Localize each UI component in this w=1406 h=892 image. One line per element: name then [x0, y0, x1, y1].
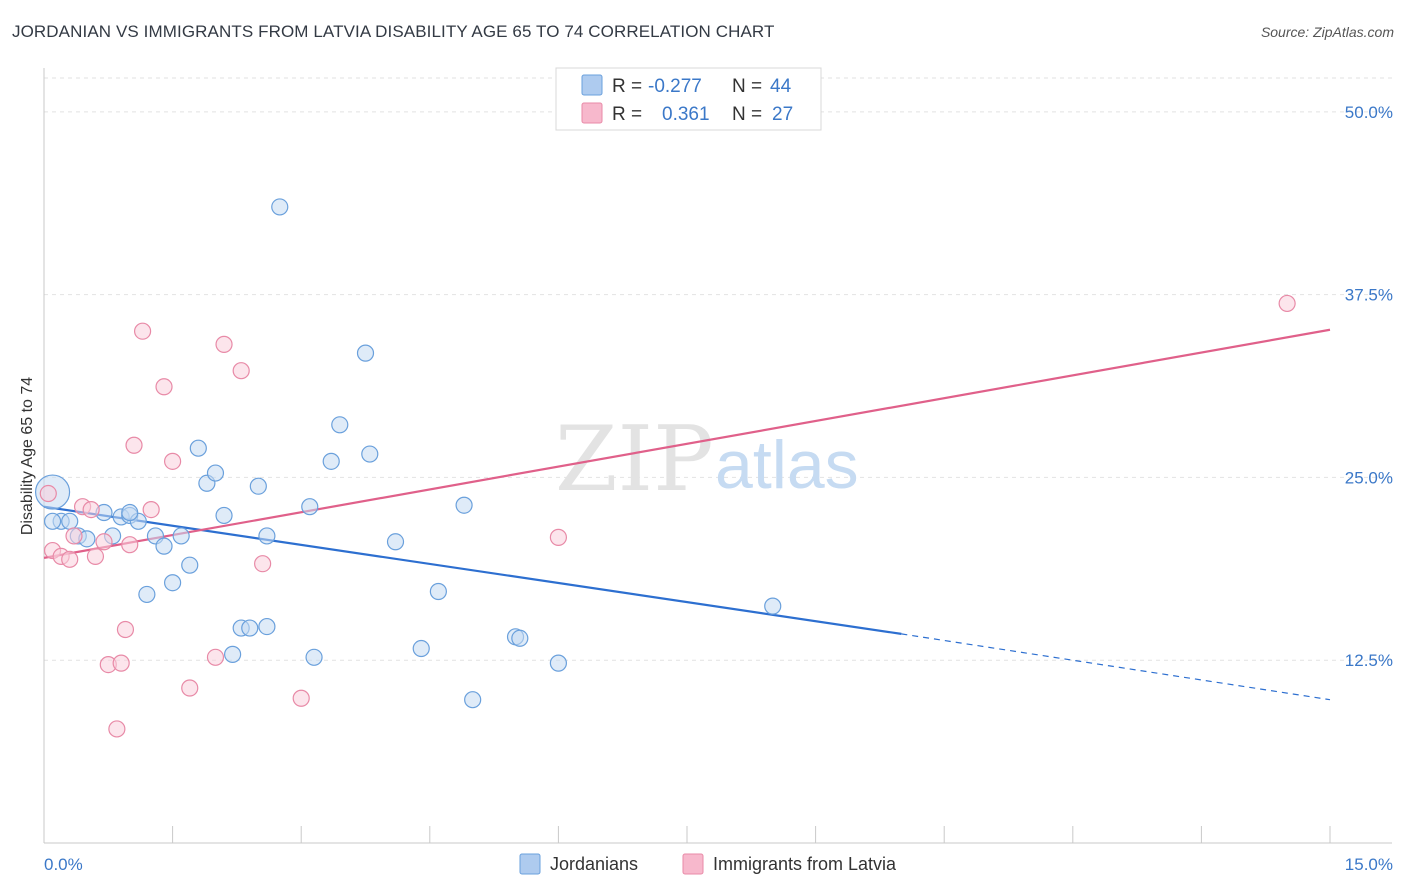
data-point	[206, 464, 225, 482]
y-tick-label: 50.0%	[1345, 103, 1393, 122]
x-tick-label-max: 15.0%	[1345, 855, 1393, 874]
data-point	[61, 512, 79, 530]
data-point	[215, 506, 233, 525]
data-points	[34, 198, 1296, 738]
data-point	[429, 582, 447, 601]
data-point	[1278, 294, 1296, 313]
trend-line-0	[43, 505, 902, 635]
data-point	[549, 528, 568, 546]
data-point	[142, 501, 160, 519]
data-point	[121, 503, 139, 522]
data-point	[331, 416, 349, 434]
watermark-atlas: atlas	[715, 427, 859, 503]
legend-n-label-1: N =	[732, 104, 762, 125]
data-point	[361, 445, 379, 463]
data-point	[412, 639, 430, 658]
data-point	[258, 527, 276, 545]
legend-n-value-1: 27	[772, 104, 793, 125]
data-point	[172, 527, 190, 545]
data-point	[206, 648, 225, 666]
legend-r-value-0: -0.277	[648, 76, 702, 97]
watermark-zip: ZIP	[555, 407, 714, 512]
watermark: ZIP atlas	[555, 407, 859, 512]
data-point	[164, 452, 182, 470]
data-point	[112, 654, 130, 672]
data-point	[164, 574, 182, 592]
data-point	[549, 654, 568, 672]
data-point	[86, 547, 105, 565]
series-legend-label-jordanians: Jordanians	[550, 854, 638, 874]
data-point	[155, 378, 173, 396]
data-point	[125, 436, 143, 454]
data-point	[224, 645, 242, 663]
data-point	[464, 691, 482, 709]
data-point	[108, 720, 126, 738]
source-label: Source: ZipAtlas.com	[1260, 24, 1394, 40]
data-point	[215, 335, 233, 353]
data-point	[455, 496, 473, 514]
trend-line-extension-0	[901, 633, 1331, 701]
series-legend-label-latvia: Immigrants from Latvia	[713, 854, 897, 874]
correlation-legend: R = -0.277 N = 44 R = 0.361 N = 27	[555, 67, 822, 131]
data-point	[356, 344, 375, 362]
series-legend: Jordanians Immigrants from Latvia	[519, 853, 897, 875]
data-point	[65, 527, 83, 545]
data-point	[254, 555, 272, 573]
trend-line-1	[43, 328, 1331, 559]
data-point	[301, 498, 319, 516]
data-point	[258, 617, 276, 636]
tick-labels: 12.5% 25.0% 37.5% 50.0% 0.0% 15.0%	[44, 103, 1393, 874]
data-point	[39, 484, 57, 503]
data-point	[43, 512, 62, 530]
series-legend-swatch-latvia	[682, 853, 704, 875]
data-point	[181, 679, 199, 697]
legend-r-label-1: R =	[612, 104, 642, 125]
y-tick-label: 12.5%	[1345, 651, 1393, 670]
data-point	[155, 537, 173, 555]
legend-swatch-latvia	[581, 102, 603, 124]
data-point	[305, 648, 323, 666]
data-point	[271, 198, 289, 216]
legend-r-label-0: R =	[612, 76, 642, 97]
legend-n-label-0: N =	[732, 76, 762, 97]
data-point	[181, 556, 199, 574]
y-axis-title: Disability Age 65 to 74	[19, 377, 36, 535]
data-point	[232, 362, 250, 380]
data-point	[249, 477, 267, 495]
data-point	[82, 501, 100, 519]
axes	[43, 68, 1392, 844]
y-tick-label: 37.5%	[1345, 286, 1393, 305]
data-point	[189, 439, 207, 457]
data-point	[292, 689, 310, 707]
legend-r-value-1: 0.361	[662, 104, 710, 125]
data-point	[241, 619, 259, 637]
chart-title: JORDANIAN VS IMMIGRANTS FROM LATVIA DISA…	[12, 22, 775, 41]
legend-swatch-jordanians	[581, 74, 603, 96]
legend-n-value-0: 44	[770, 76, 792, 97]
data-point	[511, 629, 529, 647]
x-tick-label-min: 0.0%	[44, 855, 83, 874]
data-point	[61, 550, 79, 568]
data-point	[386, 533, 405, 551]
data-point	[116, 620, 135, 639]
y-tick-label: 25.0%	[1345, 468, 1393, 487]
data-point	[121, 536, 139, 554]
data-point	[322, 452, 340, 470]
data-point	[95, 533, 113, 551]
series-legend-swatch-jordanians	[519, 853, 541, 875]
data-point	[764, 597, 782, 615]
data-point	[138, 585, 156, 604]
data-point	[133, 322, 152, 340]
trend-lines	[43, 328, 1331, 701]
